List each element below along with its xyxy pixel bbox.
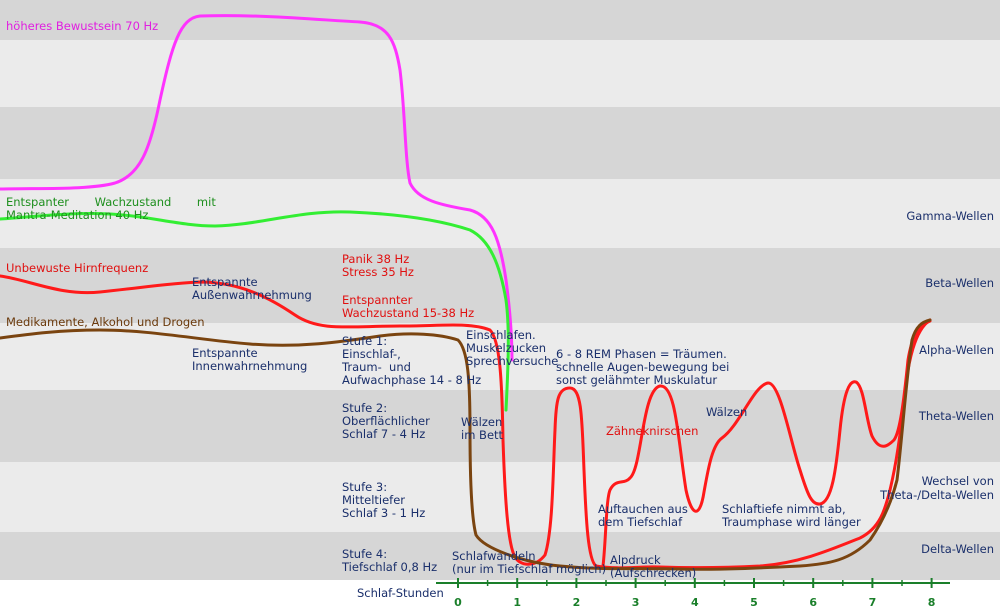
green-curve	[0, 210, 510, 412]
label-tossing: Wälzen	[706, 405, 748, 419]
axis-tick-label: 1	[513, 596, 522, 609]
axis-tick-label: 7	[868, 596, 877, 609]
band-label-beta: Beta-Wellen	[925, 276, 994, 290]
axis-tick-label: 5	[750, 596, 758, 609]
red-curve	[0, 274, 932, 570]
label-relaxed-waking-line2: Mantra-Meditation 40 Hz	[6, 208, 149, 222]
axis-tick-label: 2	[572, 596, 581, 609]
label-teeth-grinding: Zähneknirschen	[606, 424, 699, 438]
label-drugs: Medikamente, Alkohol und Drogen	[6, 315, 205, 329]
label-rem-phases: 6 - 8 REM Phasen = Träumen. schnelle Aug…	[556, 347, 730, 387]
band-stripe	[0, 390, 1000, 462]
band-stripe	[0, 107, 1000, 179]
label-stage-4: Stufe 4: Tiefschlaf 0,8 Hz	[342, 547, 438, 574]
band-label-gamma: Gamma-Wellen	[906, 209, 994, 223]
axis-title: Schlaf-Stunden	[357, 586, 444, 600]
label-sleepwalking: Schlafwandeln (nur im Tiefschlaf möglich…	[452, 549, 607, 576]
red-curve-cycles	[601, 319, 932, 568]
band-label-theta: Theta-Wellen	[918, 409, 994, 423]
axis-tick-label: 0	[454, 596, 462, 609]
band-label-theta-delta: Wechsel von Theta-/Delta-Wellen	[880, 474, 994, 502]
label-unconscious-frequency: Unbewuste Hirnfrequenz	[6, 261, 149, 275]
label-stage-1: Stufe 1: Einschlaf-, Traum- und Aufwachp…	[342, 334, 482, 387]
label-inner-perception: Entspannte Innenwahrnehmung	[192, 346, 308, 373]
band-label-delta: Delta-Wellen	[921, 542, 994, 556]
band-label-alpha: Alpha-Wellen	[919, 343, 994, 357]
band-stripe	[0, 580, 1000, 613]
band-stripe	[0, 0, 1000, 40]
label-falling-asleep: Einschlafen. Muskelzucken Sprechversuche	[466, 328, 559, 368]
label-panic-stress: Panik 38 Hz Stress 35 Hz	[342, 252, 414, 279]
axis-tick-label: 4	[690, 596, 699, 609]
brown-curve	[0, 318, 932, 571]
label-stage-3: Stufe 3: Mitteltiefer Schlaf 3 - 1 Hz	[342, 480, 426, 520]
band-stripe	[0, 532, 1000, 580]
label-tossing-in-bed: Wälzen im Bett	[461, 415, 504, 442]
label-outer-perception: Entspannte Außenwahrnehmung	[192, 275, 312, 302]
label-surfacing: Auftauchen aus dem Tiefschlaf	[598, 502, 688, 529]
label-relaxed-waking-line1: Entspanter Wachzustand mit	[6, 195, 216, 209]
label-higher-consciousness: höheres Bewustsein 70 Hz	[6, 19, 159, 33]
label-stage-2: Stufe 2: Oberflächlicher Schlaf 7 - 4 Hz	[342, 401, 430, 441]
axis-tick-label: 3	[631, 596, 640, 609]
label-sleep-depth: Schlaftiefe nimmt ab, Traumphase wird lä…	[722, 502, 861, 529]
axis-tick-label: 6	[809, 596, 818, 609]
label-relaxed-waking-red: Entspannter Wachzustand 15-38 Hz	[342, 293, 475, 320]
axis-tick-label: 8	[927, 596, 936, 609]
band-stripe	[0, 40, 1000, 107]
hours-axis	[436, 578, 950, 588]
magenta-curve	[0, 14, 514, 362]
label-nightmare: Alpdruck (Aufschrecken)	[610, 553, 697, 580]
band-stripe	[0, 179, 1000, 248]
